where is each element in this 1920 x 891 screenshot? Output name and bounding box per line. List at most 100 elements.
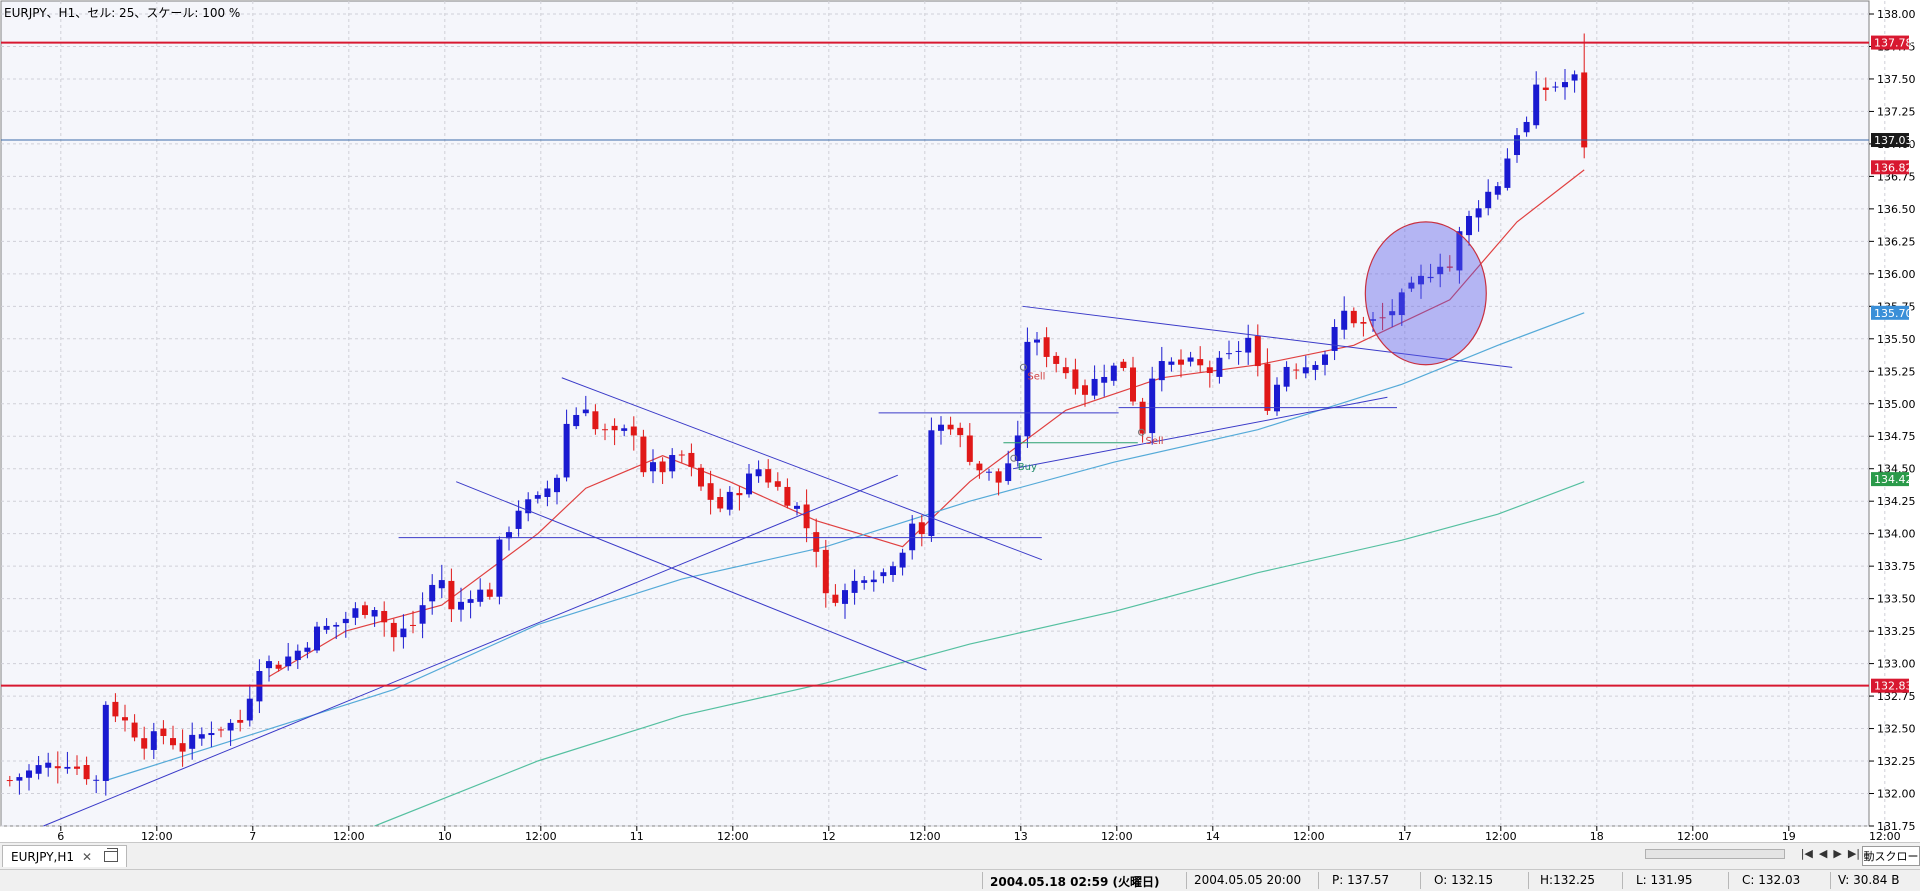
candle (678, 450, 685, 463)
candle-body (698, 467, 704, 487)
candle-body (323, 625, 330, 630)
candle-body (438, 580, 445, 589)
candle (851, 569, 858, 605)
candle-body (861, 580, 868, 583)
candle (160, 720, 167, 745)
candle (93, 775, 100, 794)
candle (1302, 355, 1309, 379)
candle (1398, 288, 1405, 326)
candle-body (246, 698, 253, 721)
candle-body (976, 463, 983, 471)
candle (486, 582, 493, 600)
y-tick-label: 132.75 (1877, 690, 1916, 703)
candle (1197, 346, 1204, 373)
candle-body (304, 647, 311, 652)
candle-body (1533, 84, 1540, 126)
scroll-prev-icon[interactable]: ◀ (1818, 847, 1828, 860)
candle (611, 418, 618, 446)
price-chart[interactable]: 131.75 132.00 132.25 132.50 132.75 133.00 133.… (0, 0, 1920, 843)
price-label-box (1871, 678, 1909, 693)
candle (150, 722, 157, 760)
candle (74, 755, 80, 776)
candle-body (525, 499, 532, 514)
candle (544, 480, 551, 507)
candle-body (650, 462, 656, 472)
scroll-next-icon[interactable]: ▶ (1833, 847, 1842, 860)
candle-body (6, 780, 13, 782)
candle (1264, 348, 1271, 415)
candle (1485, 179, 1492, 216)
candle (1542, 77, 1549, 101)
y-tick-label: 132.25 (1877, 755, 1916, 768)
candle-body (669, 455, 676, 472)
candle-body (170, 738, 176, 746)
candle-body (736, 493, 743, 496)
candle (995, 468, 1002, 496)
highlight-ellipse (1364, 221, 1487, 366)
plot-area[interactable] (0, 0, 1870, 827)
scroll-controls: |◀ ◀ ▶ ▶| (1644, 847, 1860, 860)
candle (1101, 364, 1108, 397)
candle-body (352, 608, 359, 618)
price-labels: 137.78 137.03 136.82 135.70 134.42 132.83 (1871, 35, 1913, 693)
candle-body (890, 566, 896, 575)
candle (1408, 276, 1415, 292)
candle (1475, 200, 1482, 232)
candle-body (266, 661, 272, 669)
candle-body (333, 624, 340, 627)
candle-body (381, 610, 388, 623)
price-label: 135.70 (1871, 305, 1913, 320)
candle-body (957, 427, 964, 436)
horizontal-scrollbar[interactable] (1644, 848, 1785, 859)
candle (1533, 71, 1540, 129)
candle-body (198, 734, 205, 739)
scroll-first-icon[interactable]: |◀ (1800, 847, 1813, 860)
candle (918, 515, 925, 547)
status-separator (1186, 872, 1187, 889)
candle (112, 693, 119, 723)
x-tick-label: 12:00 (525, 830, 557, 842)
x-tick-label: 11 (630, 830, 644, 842)
candle-body (342, 618, 349, 624)
candle (1466, 210, 1472, 246)
candle (1053, 352, 1060, 373)
moving-average-fast (268, 169, 1585, 678)
candle-body (1427, 276, 1434, 279)
x-tick-label: 10 (438, 830, 452, 842)
chart-tab[interactable]: EURJPY,H1 ✕ (2, 845, 128, 867)
candle-body (1379, 317, 1386, 319)
candle (976, 460, 983, 479)
candle-body (1456, 231, 1463, 271)
candle-body (1197, 359, 1204, 366)
candle-body (467, 599, 474, 603)
candle-body (1187, 357, 1194, 362)
candle-body (506, 532, 512, 539)
candle (1322, 350, 1328, 376)
candle (294, 644, 301, 669)
candle-body (563, 423, 570, 478)
restore-window-icon[interactable] (104, 848, 119, 862)
candle-body (813, 532, 820, 552)
status-volume: V: 30.84 B (1838, 873, 1900, 887)
candle (246, 684, 253, 727)
candle-body (1360, 322, 1367, 324)
trade-marker-buy: Buy (1018, 462, 1037, 473)
candle-body (966, 435, 973, 462)
candle-body (1235, 350, 1242, 352)
x-tick-label: 12:00 (1485, 830, 1517, 842)
x-tick-label: 7 (249, 830, 256, 842)
status-separator (1830, 872, 1831, 889)
candle-body (755, 469, 762, 477)
candle-body (1312, 364, 1319, 370)
candle (1130, 356, 1136, 406)
scroll-last-icon[interactable]: ▶| (1847, 847, 1860, 860)
chart-area[interactable]: 131.75 132.00 132.25 132.50 132.75 133.00 133.… (0, 0, 1920, 843)
candle-body (1206, 367, 1213, 374)
close-icon[interactable]: ✕ (82, 849, 93, 864)
price-label: 134.42 (1871, 472, 1913, 487)
price-label-box (1871, 305, 1909, 320)
autoscroll-button[interactable]: 自動スクロール (1862, 846, 1920, 866)
status-bar: 2004.05.18 02:59 (火曜日) 2004.05.05 20:00 … (0, 869, 1920, 891)
moving-averages (105, 169, 1585, 827)
candle-body (429, 584, 436, 602)
